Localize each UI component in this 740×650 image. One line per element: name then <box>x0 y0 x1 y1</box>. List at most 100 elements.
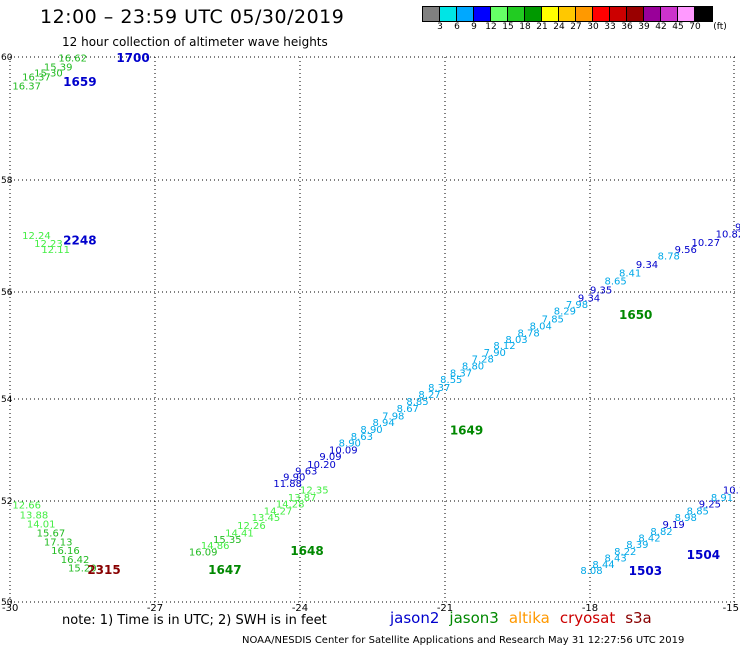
latitude-label: 56 <box>1 288 13 298</box>
wave-height-label: 14.27 <box>264 507 293 518</box>
wave-height-label: 8.67 <box>397 404 419 415</box>
wave-height-label: 12.23 <box>34 239 63 250</box>
wave-height-label: 7.28 <box>472 355 494 366</box>
wave-height-label: 12.35 <box>300 485 329 496</box>
color-swatch <box>593 7 610 21</box>
wave-height-label: 9.25 <box>699 500 721 511</box>
wave-height-label: 10.82 <box>716 230 740 241</box>
pass-time-label: 1504 <box>687 548 720 562</box>
pass-time-label: 1659 <box>63 75 96 89</box>
wave-height-label: 8.85 <box>687 507 709 518</box>
wave-height-label: 9.63 <box>295 466 317 477</box>
wave-height-label: 8.12 <box>493 341 515 352</box>
latitude-label: 58 <box>1 176 13 186</box>
wave-height-label: 16.62 <box>58 53 87 64</box>
color-scale-tick-label: 18 <box>519 22 531 32</box>
wave-height-label: 16.42 <box>61 555 90 566</box>
wave-height-label: 8.90 <box>360 425 382 436</box>
wave-height-label: 12.24 <box>22 231 51 242</box>
color-swatch <box>542 7 559 21</box>
color-scale-tick-label: 45 <box>672 22 684 32</box>
axis-labels: 60 58 56 54 52 50-30 -27 -24 -21 -18 -15 <box>1 53 739 614</box>
wave-height-label: 7.98 <box>382 411 404 422</box>
color-swatch <box>644 7 661 21</box>
pass-time-label: 1648 <box>290 544 323 558</box>
longitude-label: -15 <box>723 603 739 614</box>
wave-height-label: 8.91 <box>711 493 733 504</box>
wave-height-labels: 16.6215.3915.3016.3716.3712.2412.2312.11… <box>12 53 740 577</box>
color-scale-tick-label: 33 <box>604 22 616 32</box>
color-swatch <box>440 7 457 21</box>
color-scale-tick-label: 21 <box>536 22 548 32</box>
color-swatch <box>576 7 593 21</box>
wave-height-label: 9.34 <box>578 294 600 305</box>
wave-height-label: 16.09 <box>189 548 218 559</box>
wave-height-label: 8.37 <box>428 383 450 394</box>
color-scale-tick-label: 36 <box>621 22 633 32</box>
wave-height-label: 12.11 <box>41 245 70 256</box>
legend-s3a: s3a <box>625 609 652 627</box>
color-scale-tick-label: 30 <box>587 22 599 32</box>
color-scale-unit: (ft) <box>713 22 727 32</box>
map-grid <box>9 56 735 603</box>
wave-height-label: 14.01 <box>27 519 56 530</box>
wave-height-label: 17.13 <box>44 537 73 548</box>
wave-height-label: 15.39 <box>44 63 73 74</box>
color-swatch <box>423 7 440 21</box>
wave-height-label: 15.20 <box>68 564 97 575</box>
wave-height-label: 9.19 <box>663 520 685 531</box>
wave-height-label: 9.2 <box>735 222 740 233</box>
wave-height-label: 14.41 <box>225 528 254 539</box>
color-scale-tick-label: 3 <box>437 22 443 32</box>
wave-height-label: 15.30 <box>34 69 63 80</box>
wave-height-label: 8.85 <box>406 397 428 408</box>
wave-height-label: 14.86 <box>201 541 230 552</box>
color-swatch <box>695 7 712 21</box>
color-swatch <box>678 7 695 21</box>
wave-height-label: 9.35 <box>590 286 612 297</box>
map-subtitle: 12 hour collection of altimeter wave hei… <box>62 35 328 49</box>
wave-height-label: 15.35 <box>213 535 242 546</box>
color-scale-tick-label: 39 <box>638 22 650 32</box>
wave-height-label: 12.26 <box>237 521 266 532</box>
wave-height-label: 8.43 <box>605 554 627 565</box>
latitude-label: 50 <box>1 598 13 608</box>
color-swatch <box>610 7 627 21</box>
longitude-label: -18 <box>582 603 598 614</box>
color-scale-tick-label: 6 <box>454 22 460 32</box>
wave-height-label: 7.85 <box>542 314 564 325</box>
wave-height-label: 8.37 <box>450 369 472 380</box>
wave-height-label: 8.80 <box>462 362 484 373</box>
wave-height-label: 8.04 <box>530 321 552 332</box>
wave-height-label: 8.94 <box>373 418 395 429</box>
map-title: 12:00 – 23:59 UTC 05/30/2019 <box>40 6 345 28</box>
legend-cryosat: cryosat <box>559 609 616 627</box>
wave-height-label: 8.78 <box>658 252 680 263</box>
color-swatch <box>627 7 644 21</box>
footer-credit: NOAA/NESDIS Center for Satellite Applica… <box>242 635 685 646</box>
color-swatch <box>474 7 491 21</box>
latitude-label: 60 <box>1 53 13 63</box>
wave-height-label: 8.98 <box>675 513 697 524</box>
pass-time-label: 1650 <box>619 308 652 322</box>
color-scale-tick-label: 70 <box>689 22 701 32</box>
wave-height-label: 10.1 <box>723 485 740 496</box>
pass-time-label: 1503 <box>629 564 662 578</box>
wave-height-label: 8.90 <box>339 438 361 449</box>
wave-height-label: 13.88 <box>20 511 49 522</box>
wave-height-label: 8.78 <box>518 328 540 339</box>
wave-height-label: 8.55 <box>440 375 462 386</box>
wave-height-label: 11.88 <box>273 479 302 490</box>
color-scale-tick-label: 9 <box>471 22 477 32</box>
longitude-label: -21 <box>437 603 453 614</box>
pass-time-label: 1647 <box>208 563 241 577</box>
wave-height-label: 8.08 <box>580 566 602 577</box>
wave-height-label: 8.29 <box>554 306 576 317</box>
wave-height-label: 14.28 <box>276 500 305 511</box>
color-scale-bar <box>422 6 713 22</box>
wave-height-label: 16.16 <box>51 546 80 557</box>
longitude-label: -24 <box>292 603 308 614</box>
wave-height-label: 8.44 <box>592 560 614 571</box>
pass-time-labels: 1700 1659 2248 1650 1649 1648 1647 2315 1504 1503 <box>63 51 720 578</box>
wave-height-label: 7.90 <box>484 348 506 359</box>
